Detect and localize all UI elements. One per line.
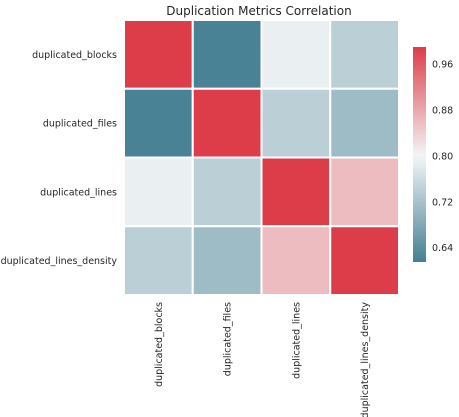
heatmap-cells <box>123 19 400 296</box>
y-tick-label: duplicated_lines_density <box>1 256 118 267</box>
colorbar-tick-label: 0.88 <box>432 106 453 117</box>
heatmap-cell-0-3 <box>329 19 400 90</box>
heatmap-cell-1-1 <box>191 87 263 159</box>
y-tick-label: duplicated_files <box>43 119 117 130</box>
colorbar-tick-label: 0.80 <box>432 151 453 162</box>
heatmap-cell-2-2 <box>260 156 332 228</box>
heatmap-cell-2-1 <box>191 156 263 228</box>
colorbar: 0.64 0.72 0.80 0.88 0.96 <box>413 47 453 262</box>
heatmap-cell-2-3 <box>329 156 400 228</box>
heatmap-cell-0-0 <box>123 19 194 90</box>
heatmap-cell-3-2 <box>260 225 332 296</box>
heatmap-cell-0-2 <box>260 19 332 90</box>
heatmap-cell-2-0 <box>123 156 194 228</box>
x-tick-label: duplicated_files <box>223 302 234 376</box>
x-tick-label: duplicated_lines_density <box>360 302 371 417</box>
y-tick-label: duplicated_blocks <box>32 50 117 61</box>
colorbar-tick-label: 0.96 <box>432 60 453 71</box>
heatmap-cell-3-1 <box>191 225 263 296</box>
heatmap-cell-0-1 <box>191 19 263 90</box>
heatmap-cell-1-3 <box>329 87 400 159</box>
colorbar-tick-label: 0.64 <box>432 243 453 254</box>
colorbar-tick-label: 0.72 <box>432 197 453 208</box>
chart-title: Duplication Metrics Correlation <box>166 4 351 18</box>
heatmap-cell-3-0 <box>123 225 194 296</box>
heatmap-cell-3-3 <box>329 225 400 296</box>
colorbar-gradient <box>413 47 426 262</box>
x-tick-label: duplicated_lines <box>291 302 302 379</box>
heatmap-cell-1-2 <box>260 87 332 159</box>
heatmap-cell-1-0 <box>123 87 194 159</box>
y-tick-label: duplicated_lines <box>40 187 117 198</box>
y-tick-labels: duplicated_blocks duplicated_filesduplica… <box>1 50 118 267</box>
x-tick-labels: duplicated_blocks duplicated_files duplica… <box>154 302 371 417</box>
x-tick-label: duplicated_blocks <box>154 302 165 387</box>
